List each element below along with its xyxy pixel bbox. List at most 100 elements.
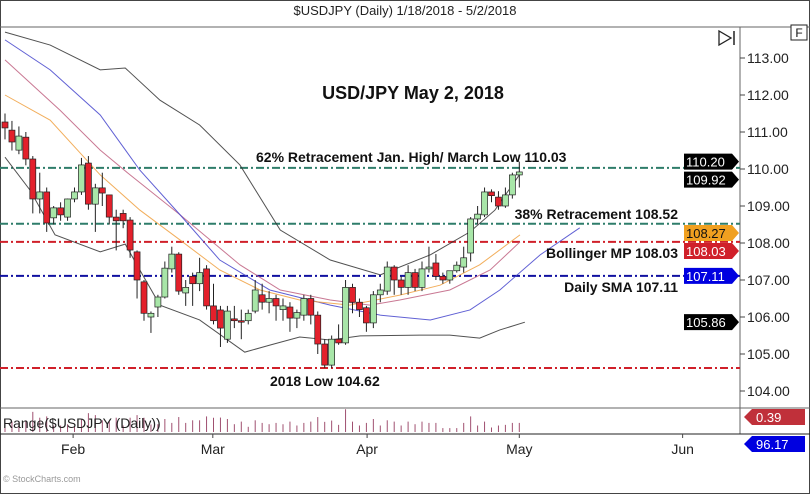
x-tick-label: Jun	[671, 441, 694, 457]
candle	[217, 305, 224, 347]
candle	[467, 217, 474, 262]
candle-body	[29, 158, 37, 200]
candle	[474, 206, 481, 225]
y-tick-label: 110.00	[747, 161, 789, 177]
candle	[300, 294, 308, 321]
y-tick-label: 113.00	[747, 50, 789, 66]
candle-body	[217, 309, 224, 329]
candle	[265, 291, 273, 314]
candle-body	[418, 268, 426, 288]
candle	[168, 246, 176, 273]
candle-body	[119, 213, 127, 222]
y-tick-label: 112.00	[747, 87, 789, 103]
candle	[98, 172, 106, 206]
candle-body	[8, 129, 16, 143]
price-tag-shape	[684, 225, 739, 242]
price-tag: 105.86	[684, 314, 739, 331]
candle	[196, 257, 203, 292]
candle	[8, 120, 16, 151]
indicator-label: Range($USDJPY (Daily))	[3, 415, 161, 431]
candle-body	[432, 262, 440, 277]
candle-body	[71, 191, 78, 200]
y-tick-label: 105.00	[747, 346, 790, 362]
candle-body	[404, 272, 412, 288]
candle-body	[349, 287, 356, 303]
candle	[370, 291, 377, 329]
candle	[140, 280, 148, 321]
candle-body	[126, 219, 134, 251]
candle-body	[57, 207, 64, 216]
candle-body	[168, 253, 176, 270]
candle-body	[439, 275, 447, 281]
candle-body	[154, 296, 162, 308]
candle-body	[98, 187, 106, 194]
candle-body	[321, 343, 329, 366]
candle	[210, 283, 217, 325]
candle-body	[36, 191, 44, 200]
candle	[189, 272, 196, 306]
ema-line	[4, 94, 521, 306]
candle	[182, 280, 190, 306]
skip-to-end-icon[interactable]	[718, 29, 735, 47]
candle-body	[495, 196, 502, 207]
candle-body	[272, 298, 280, 307]
candle	[251, 280, 259, 314]
candle	[161, 261, 169, 299]
candle-body	[251, 289, 259, 312]
candle-body	[453, 264, 461, 272]
candle-body	[43, 191, 51, 224]
candle-body	[133, 251, 141, 281]
candle	[175, 252, 183, 295]
candle-body	[105, 194, 113, 218]
candle-body	[175, 253, 183, 292]
y-tick-label: 109.00	[747, 198, 790, 214]
candle-body	[460, 257, 468, 268]
candle-body	[314, 314, 322, 345]
y-tick-label: 106.00	[747, 309, 790, 325]
candle	[78, 157, 85, 195]
candle	[258, 283, 266, 310]
candle	[404, 265, 412, 295]
candle	[279, 298, 287, 321]
fullscreen-button[interactable]: F	[790, 24, 808, 41]
candle-body	[22, 136, 30, 160]
candle-body	[91, 187, 99, 205]
candle	[36, 172, 44, 214]
candle-body	[370, 294, 377, 324]
candle	[154, 294, 162, 317]
indicator-tag-text: 0.39	[756, 410, 781, 425]
indicator-watermark: © StockCharts.com	[3, 474, 81, 484]
bollinger-lower-line	[4, 156, 526, 353]
candle	[112, 209, 120, 251]
candle-body	[189, 275, 196, 285]
candle-body	[210, 305, 217, 322]
candle-body	[161, 267, 169, 298]
candle-body	[147, 312, 155, 318]
candle-body	[231, 318, 238, 322]
candle-body	[446, 270, 454, 281]
price-tag-text: 105.86	[686, 315, 726, 330]
price-tag: 107.11	[684, 267, 739, 284]
candle	[231, 305, 238, 329]
price-tag: 110.20	[684, 153, 739, 170]
candle	[64, 198, 71, 221]
candle-body	[182, 287, 190, 294]
candle	[383, 261, 391, 295]
candle-body	[279, 305, 287, 310]
daily-sma-line	[4, 39, 581, 321]
candle-body	[85, 162, 92, 205]
candle-body	[411, 272, 419, 288]
candle	[335, 324, 342, 345]
price-tag-shape	[684, 314, 739, 331]
candle	[272, 294, 280, 321]
candle	[349, 283, 356, 314]
bollinger-mp-line	[4, 59, 521, 306]
chart-title: USD/JPY May 2, 2018	[322, 83, 504, 103]
candle-body	[481, 191, 488, 216]
candle-body	[300, 298, 308, 316]
candle	[147, 311, 155, 333]
y-tick-label: 107.00	[747, 272, 790, 288]
candle-body	[265, 298, 273, 303]
candle-body	[224, 310, 231, 340]
price-tag-shape	[684, 171, 739, 188]
